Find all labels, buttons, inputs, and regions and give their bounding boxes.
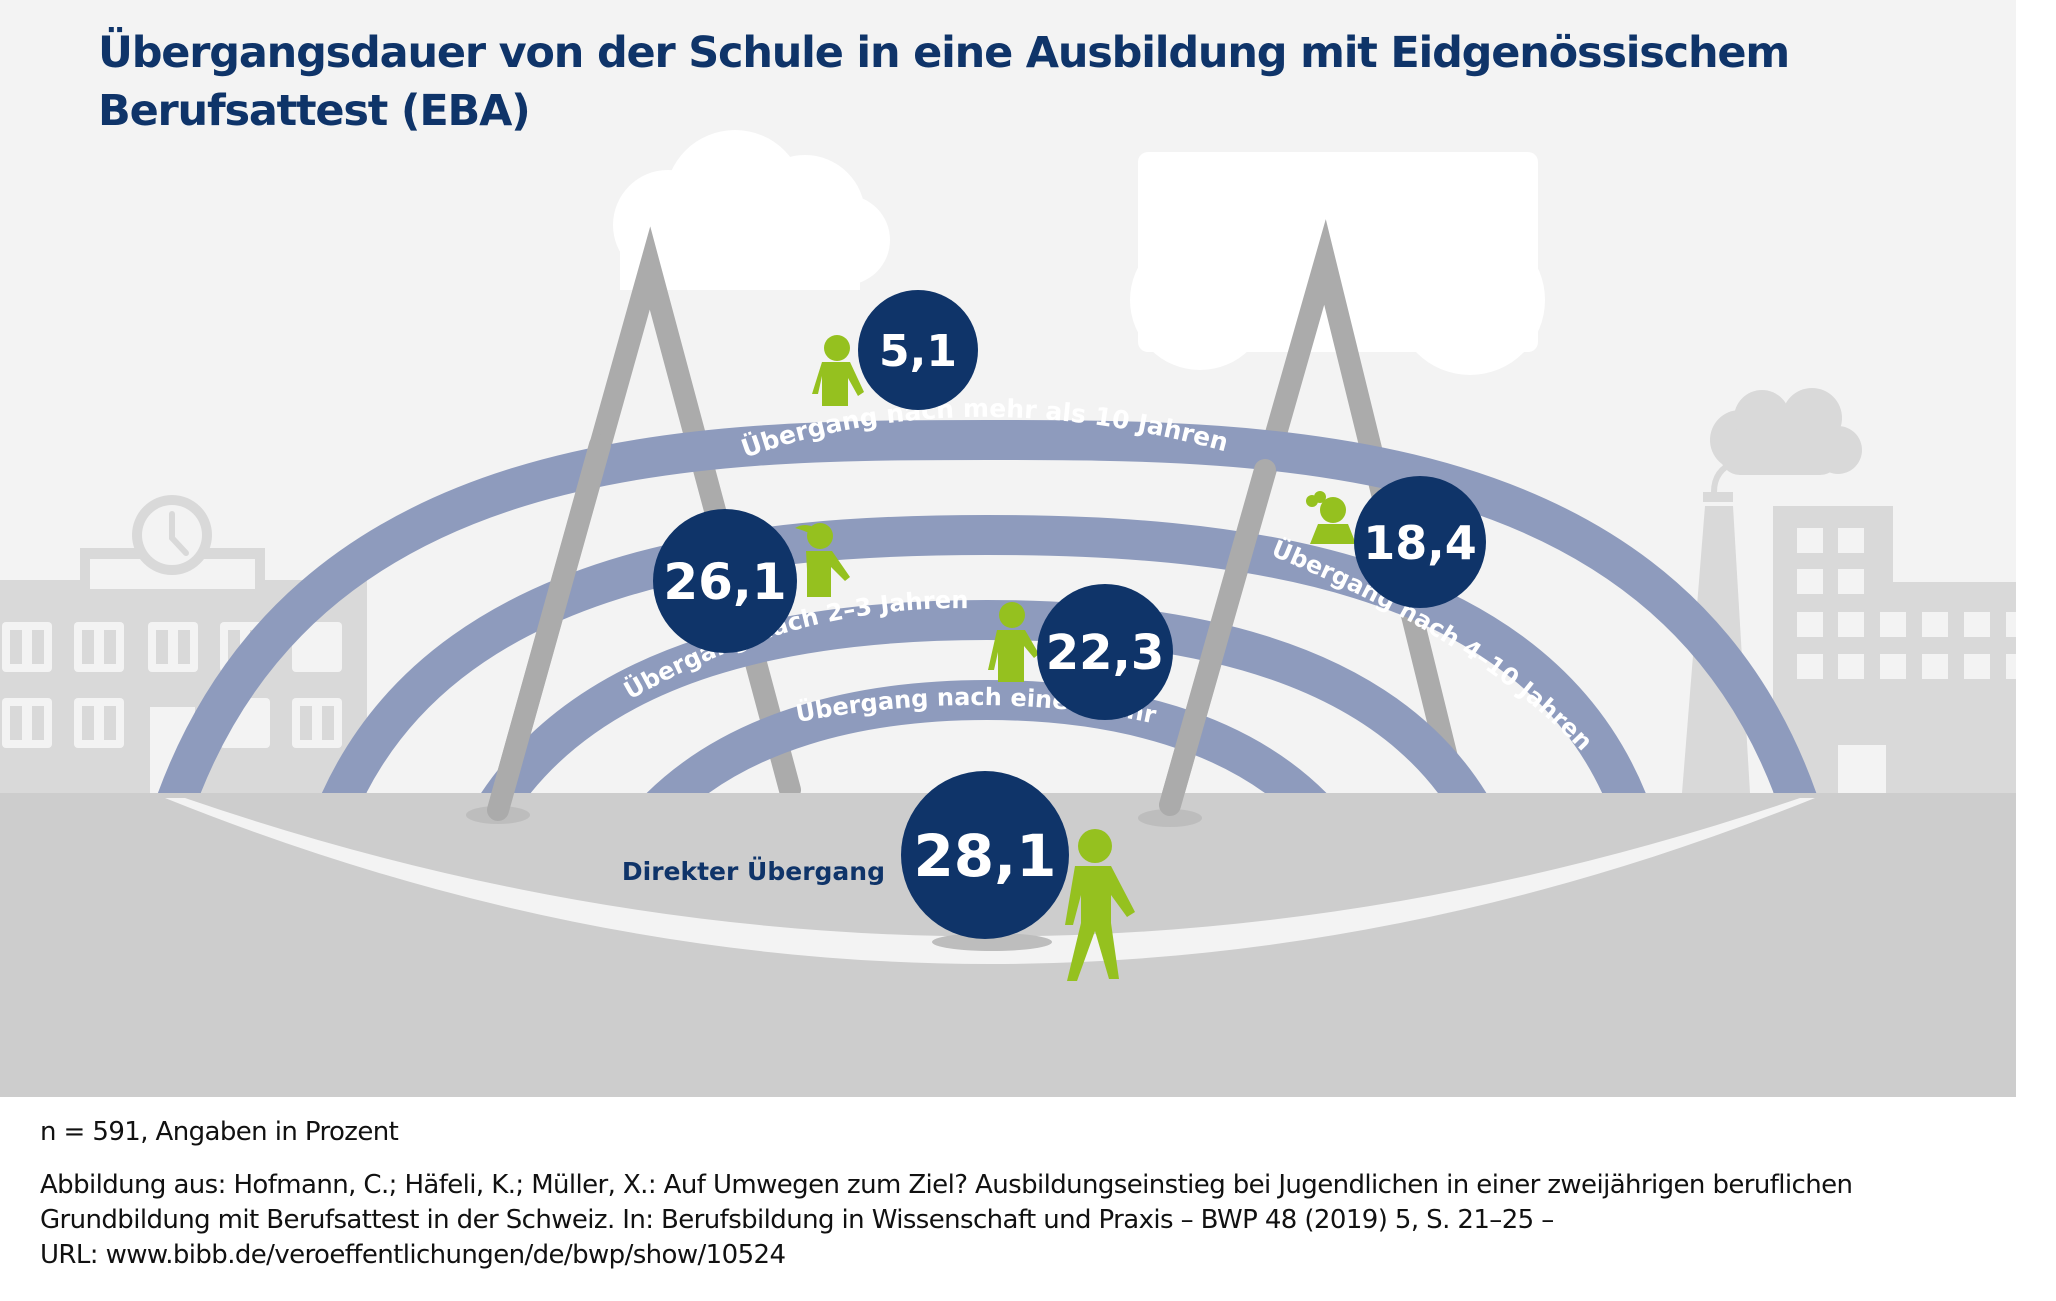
value-bubble-4-10-years: 18,4	[1354, 476, 1486, 608]
value-4-10-years: 18,4	[1363, 516, 1477, 570]
person-icon	[988, 602, 1039, 682]
band-more-than-10-years	[158, 419, 1817, 793]
source-line-2: Grundbildung mit Berufsattest in der Sch…	[40, 1205, 1554, 1235]
clock-icon	[132, 495, 212, 575]
person-girl-icon	[1306, 491, 1356, 544]
source-citation: Abbildung aus: Hofmann, C.; Häfeli, K.; …	[40, 1168, 1853, 1273]
cloud-left	[613, 130, 890, 290]
band-2-3-years	[481, 599, 1487, 793]
person-icon	[812, 335, 864, 406]
arch-bands	[158, 419, 1817, 793]
value-one-year: 22,3	[1046, 625, 1164, 681]
band-4-10-years	[322, 514, 1646, 793]
source-url[interactable]: URL: www.bibb.de/veroeffentlichungen/de/…	[40, 1240, 786, 1270]
value-2-3-years: 26,1	[663, 553, 786, 611]
source-line-1: Abbildung aus: Hofmann, C.; Häfeli, K.; …	[40, 1170, 1853, 1200]
value-direct: 28,1	[913, 822, 1056, 890]
person-girl-icon	[795, 523, 850, 597]
sample-note: n = 591, Angaben in Prozent	[40, 1117, 399, 1147]
value-bubble-direct: 28,1	[901, 771, 1069, 951]
value-bubble-one-year: 22,3	[1037, 584, 1173, 720]
label-direct: Direkter Übergang	[622, 856, 885, 886]
value-bubble-more-than-10-years: 5,1	[858, 290, 978, 410]
smoke-cloud-icon	[1710, 388, 1862, 493]
value-bubble-2-3-years: 26,1	[653, 509, 797, 653]
title-line-1: Übergangsdauer von der Schule in eine Au…	[98, 28, 1790, 78]
title-line-2: Berufsattest (EBA)	[98, 86, 531, 136]
chart-title: Übergangsdauer von der Schule in eine Au…	[98, 24, 1898, 140]
band-one-year	[646, 679, 1327, 793]
school-building	[0, 495, 367, 793]
value-more-than-10-years: 5,1	[879, 326, 957, 377]
path-swing-arc	[165, 798, 1815, 964]
person-walking-icon	[1065, 829, 1135, 981]
cloud-right	[1130, 152, 1545, 375]
